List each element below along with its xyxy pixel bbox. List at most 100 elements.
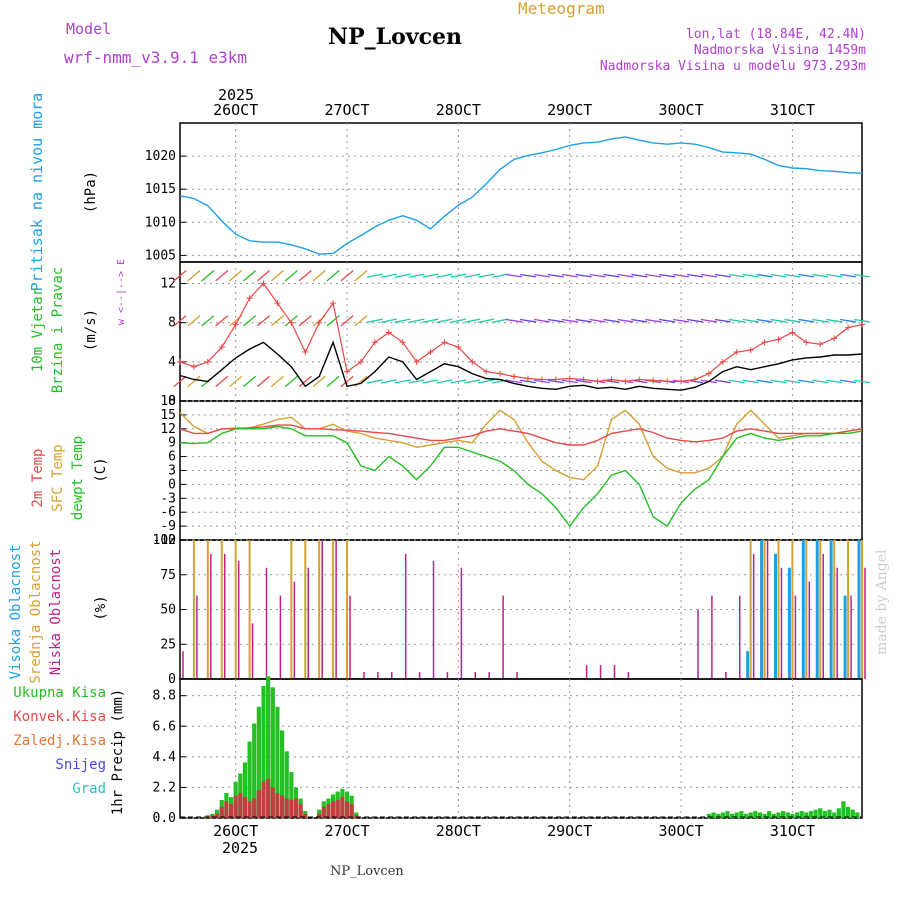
wind-barb (770, 273, 787, 278)
wind-units: (m/s) (83, 309, 99, 351)
wind-barb (673, 318, 690, 323)
wind-barb (742, 318, 759, 323)
wind-gust-marker (761, 339, 768, 346)
total-precip-bar (822, 811, 827, 818)
wind-barb (547, 273, 564, 278)
precip-panel-ytick-label: 2.2 (153, 780, 176, 795)
wind-barb (215, 270, 229, 282)
total-precip-bar (748, 812, 753, 818)
t2m-axis-title: 2m Temp (30, 448, 46, 507)
wind-barb (366, 379, 383, 384)
wind-gust-marker (357, 358, 364, 365)
high-cloud-axis-title: Visoka Oblacnost (8, 545, 24, 680)
total-precip-bar (716, 813, 721, 818)
wind-barb (853, 318, 871, 323)
conv-precip-bar (215, 813, 220, 818)
total-precip-bar (289, 772, 294, 818)
wind-barb (243, 315, 257, 327)
wind-barb (547, 318, 564, 323)
conv-precip-bar (331, 801, 336, 818)
page-title: NP_Lovcen (328, 24, 462, 50)
wind-barb (714, 318, 731, 323)
wind-axis-title-2: Brzina i Pravac (50, 267, 66, 393)
x-tick-label-top: 26OCT (213, 101, 258, 119)
total-precip-bar (739, 811, 744, 818)
wind-gust-marker (274, 300, 281, 307)
wind-gust-marker (524, 375, 531, 382)
wind-barb (812, 379, 829, 384)
wind-gust-marker (511, 373, 518, 380)
temp-panel-ytick-label: 6 (168, 450, 176, 465)
wind-panel-ytick-label: 4 (168, 355, 176, 370)
x-tick-label-top: 28OCT (436, 101, 481, 119)
wind-gust-marker (678, 378, 685, 385)
wind-barb (659, 318, 676, 323)
total-precip-bar (832, 812, 837, 818)
wind-barb (784, 379, 801, 384)
wind-barb (840, 273, 857, 278)
wind-barb (422, 379, 439, 384)
wind-barb (603, 273, 620, 278)
total-precip-bar (215, 809, 220, 818)
wind-barb (492, 318, 509, 323)
wind-barb (840, 318, 857, 323)
wind-barb (380, 318, 397, 323)
elevation-label: Nadmorska Visina 1459m (694, 43, 866, 58)
conv-precip-bar (224, 801, 229, 818)
cloud-units: (%) (93, 595, 109, 620)
temp-panel-ytick-label: 12 (160, 422, 176, 437)
pressure-panel-ytick-label: 1015 (145, 182, 176, 197)
wind-gust-marker (608, 376, 615, 383)
footer-title: NP_Lovcen (330, 864, 404, 879)
wind-gust-marker (803, 339, 810, 346)
wind-gust-marker (413, 358, 420, 365)
pressure-panel-frame (179, 122, 863, 263)
temp-panel-ytick-label: -3 (160, 491, 176, 506)
wind-barb (173, 270, 187, 282)
wind-barb (575, 273, 592, 278)
wind-gust-marker (733, 349, 740, 356)
conv-precip-bar (228, 804, 234, 818)
wind-gust-marker (636, 376, 643, 383)
wind-barb (173, 375, 187, 388)
wind-barb (340, 270, 354, 282)
wind-barb (215, 375, 229, 388)
total-precip-bar (252, 723, 257, 818)
wind-barb (450, 273, 467, 278)
x-tick-label-bottom: 30OCT (658, 822, 703, 840)
x-tick-label-bottom: 26OCT (213, 822, 258, 840)
wind-gust-marker (859, 321, 865, 328)
year-bottom: 2025 (222, 839, 258, 857)
total-precip-bar (247, 741, 252, 818)
conv-precip-bar (284, 798, 289, 818)
dewpt-axis-title: dewpt Temp (70, 436, 86, 520)
wind-barb (366, 318, 383, 323)
wind-barb (798, 318, 815, 323)
conv-precip-bar (275, 792, 280, 818)
total-precip-bar (790, 813, 795, 818)
wind-gust-marker (497, 370, 504, 377)
wind-barb (645, 318, 662, 323)
conv-precip-bar (340, 797, 345, 818)
conv-precip-bar (266, 779, 271, 818)
conv-precip-bar (242, 797, 248, 818)
wind-barb (519, 273, 536, 278)
wind-barb (686, 273, 703, 278)
model-elevation-label: Nadmorska Visina u modelu 973.293m (600, 59, 866, 74)
precip-panel-ytick-label: 0.0 (153, 811, 176, 826)
wind-barb (756, 318, 773, 323)
total-precip-bar (804, 812, 809, 818)
wind-barb (840, 379, 857, 384)
wind-gust-marker (190, 363, 197, 370)
precip-legend-label: Grad (72, 781, 106, 797)
conv-precip-bar (247, 801, 252, 818)
wind-barb (812, 273, 829, 278)
wind-barb (784, 318, 801, 323)
mid-cloud-axis-title: Srednja Oblacnost (28, 540, 44, 683)
conv-precip-bar (252, 798, 257, 818)
wind-gust-marker (316, 319, 323, 326)
wind-gust-marker (650, 377, 657, 384)
conv-precip-bar (256, 790, 261, 818)
wind-gust-marker (399, 339, 406, 346)
